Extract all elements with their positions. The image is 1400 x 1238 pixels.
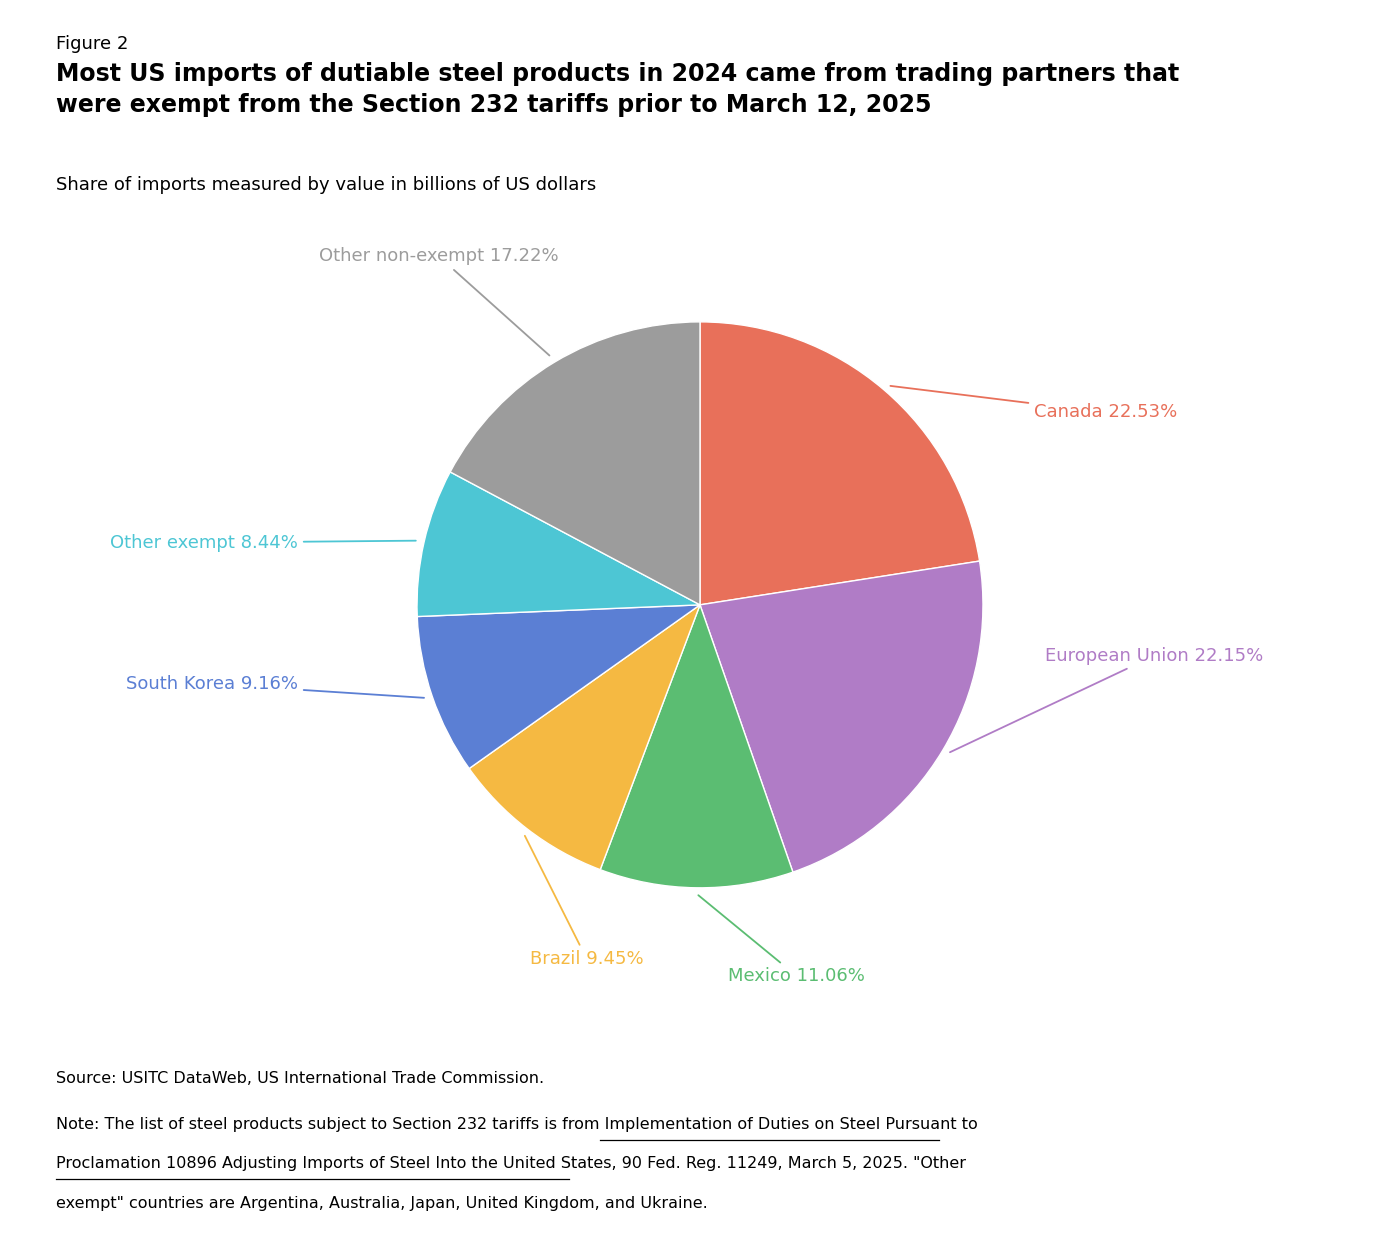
Wedge shape bbox=[451, 322, 700, 605]
Wedge shape bbox=[700, 561, 983, 872]
Text: Source: USITC DataWeb, US International Trade Commission.: Source: USITC DataWeb, US International … bbox=[56, 1071, 545, 1086]
Wedge shape bbox=[700, 322, 980, 605]
Text: Figure 2: Figure 2 bbox=[56, 35, 129, 53]
Text: Proclamation 10896 Adjusting Imports of Steel Into the United States, 90 Fed. Re: Proclamation 10896 Adjusting Imports of … bbox=[56, 1156, 966, 1171]
Text: Other exempt 8.44%: Other exempt 8.44% bbox=[111, 534, 416, 552]
Text: exempt" countries are Argentina, Australia, Japan, United Kingdom, and Ukraine.: exempt" countries are Argentina, Austral… bbox=[56, 1196, 708, 1211]
Wedge shape bbox=[417, 605, 700, 769]
Text: Note: The list of steel products subject to Section 232 tariffs is from Implemen: Note: The list of steel products subject… bbox=[56, 1117, 977, 1132]
Wedge shape bbox=[417, 472, 700, 617]
Wedge shape bbox=[469, 605, 700, 869]
Text: Canada 22.53%: Canada 22.53% bbox=[890, 386, 1177, 421]
Text: Share of imports measured by value in billions of US dollars: Share of imports measured by value in bi… bbox=[56, 176, 596, 194]
Text: Other non-exempt 17.22%: Other non-exempt 17.22% bbox=[319, 248, 559, 355]
Text: European Union 22.15%: European Union 22.15% bbox=[951, 646, 1263, 753]
Text: South Korea 9.16%: South Korea 9.16% bbox=[126, 675, 424, 698]
Text: Mexico 11.06%: Mexico 11.06% bbox=[699, 895, 865, 985]
Text: Brazil 9.45%: Brazil 9.45% bbox=[525, 836, 644, 968]
Wedge shape bbox=[601, 605, 792, 888]
Text: Most US imports of dutiable steel products in 2024 came from trading partners th: Most US imports of dutiable steel produc… bbox=[56, 62, 1179, 116]
